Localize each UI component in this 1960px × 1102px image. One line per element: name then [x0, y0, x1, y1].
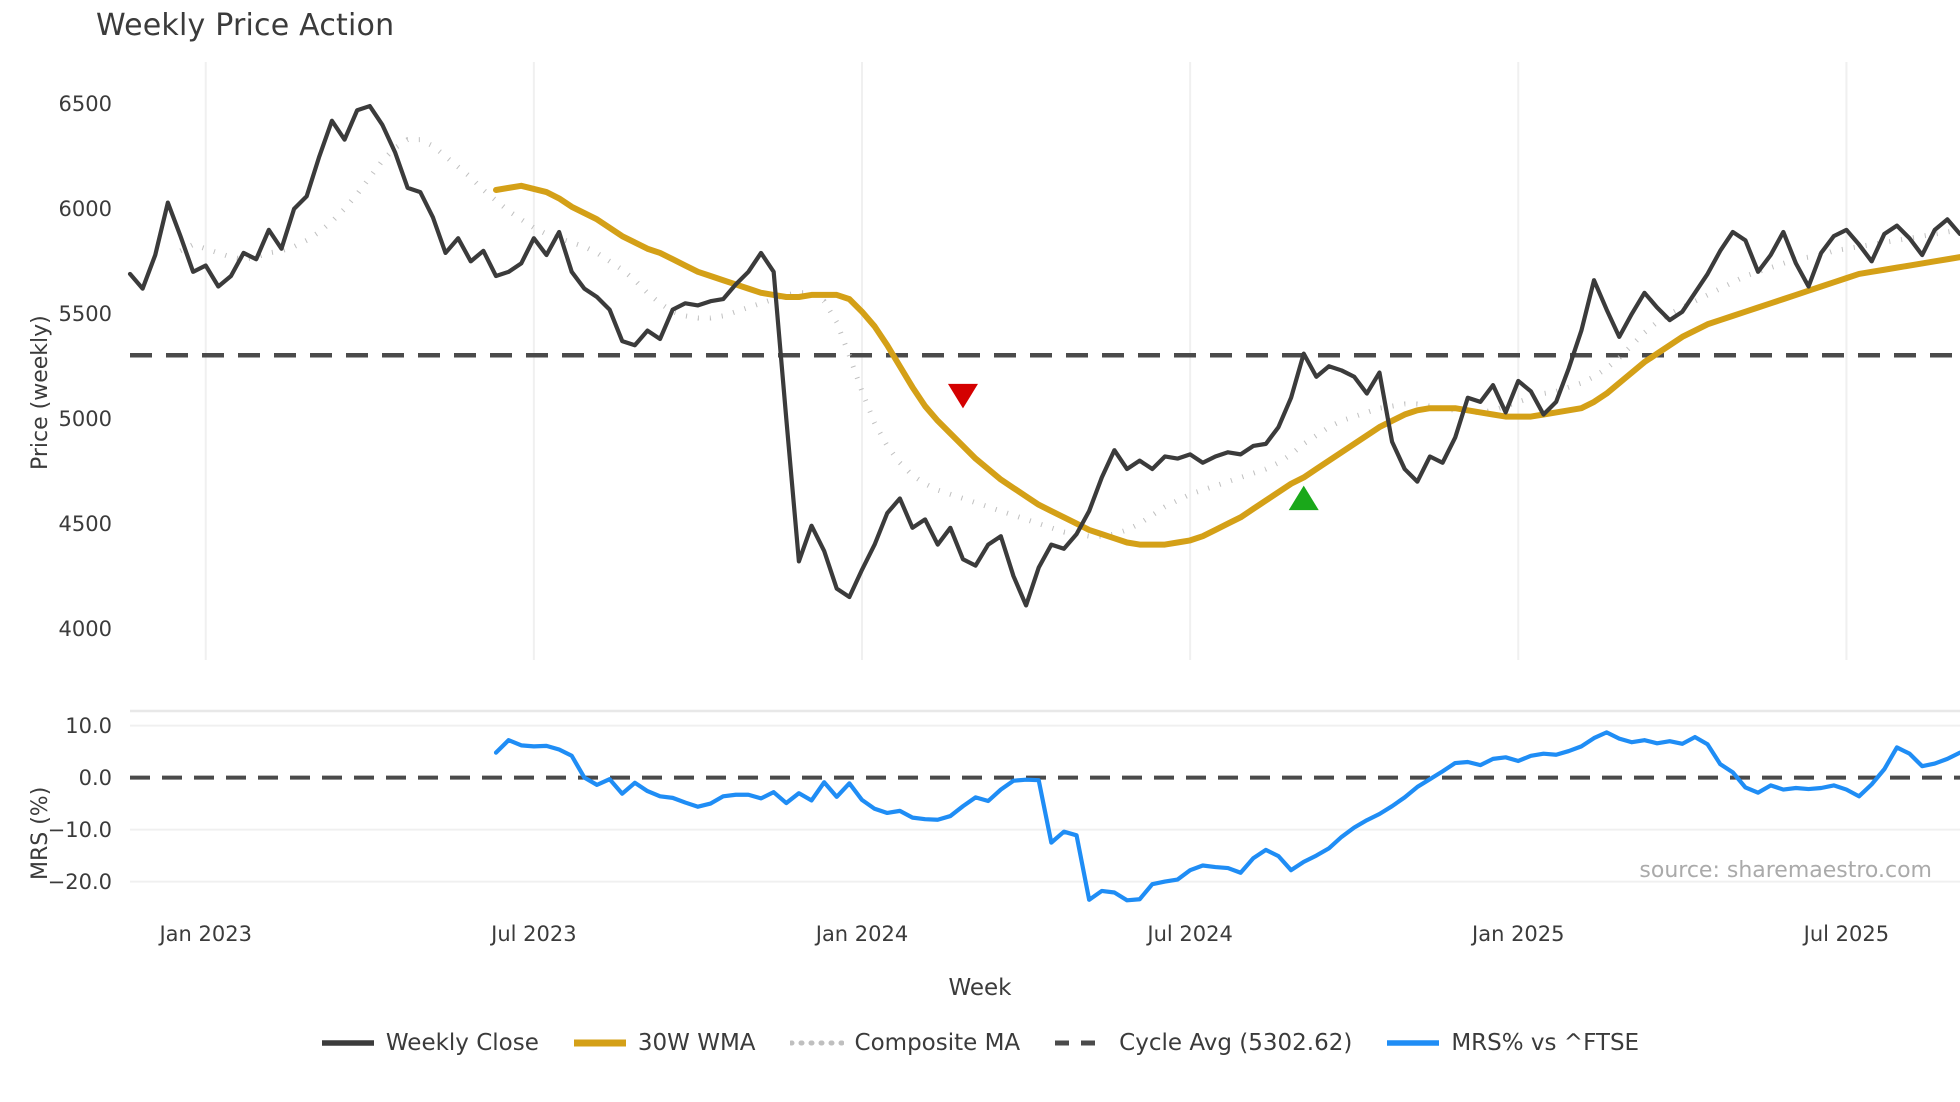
price-y-tick: 6500: [58, 91, 112, 116]
legend-item[interactable]: Composite MA: [789, 1030, 1021, 1056]
x-axis-label: Week: [948, 975, 1012, 1001]
legend-label: MRS% vs ^FTSE: [1451, 1030, 1640, 1056]
wma-line: [493, 182, 1960, 548]
x-tick: Jan 2023: [159, 922, 252, 946]
legend-label: 30W WMA: [637, 1030, 756, 1056]
legend-swatch: [1055, 1040, 1108, 1046]
price-y-tick: 4500: [58, 511, 112, 536]
legend-swatch: [1387, 1040, 1440, 1046]
price-axis-label: Price (weekly): [28, 315, 53, 470]
legend-swatch: [789, 1040, 844, 1046]
legend-label: Weekly Close: [385, 1030, 539, 1056]
price-y-tick: 5500: [58, 301, 112, 326]
legend-swatch: [573, 1039, 626, 1047]
legend-item[interactable]: Weekly Close: [321, 1030, 539, 1056]
x-tick: Jan 2025: [1472, 922, 1565, 946]
weekly-close-line: [127, 103, 1960, 608]
price-y-tick: 6000: [58, 196, 112, 221]
x-tick: Jul 2024: [1147, 922, 1233, 946]
x-tick: Jul 2023: [491, 922, 577, 946]
x-tick: Jan 2024: [815, 922, 909, 946]
legend-label: Cycle Avg (5302.62): [1119, 1030, 1353, 1056]
chart-title: Weekly Price Action: [96, 8, 395, 43]
legend-item[interactable]: 30W WMA: [573, 1030, 756, 1056]
legend-swatch: [321, 1040, 374, 1046]
legend-item[interactable]: MRS% vs ^FTSE: [1386, 1030, 1639, 1056]
price-y-tick: 5000: [58, 406, 112, 431]
source-watermark: source: sharemaestro.com: [1639, 858, 1932, 883]
mrs-y-tick: −10.0: [47, 817, 112, 842]
mrs-line: [493, 730, 1960, 903]
composite-ma-line: [179, 137, 1960, 539]
price-plot: [127, 62, 1960, 660]
x-tick: Jul 2025: [1803, 922, 1890, 946]
mrs-y-tick: 10.0: [65, 713, 112, 738]
buy-signal-marker: [1288, 485, 1319, 511]
legend-item[interactable]: Cycle Avg (5302.62): [1054, 1030, 1352, 1056]
legend-label: Composite MA: [854, 1030, 1021, 1056]
mrs-plot: [130, 709, 1960, 903]
mrs-y-tick: 0.0: [78, 765, 112, 790]
chart-legend: Weekly Close 30W WMA Composite MA Cycle Avg…: [0, 1030, 1960, 1056]
mrs-y-tick: −20.0: [47, 869, 112, 894]
sell-signal-marker: [947, 383, 978, 409]
price-y-tick: 4000: [58, 616, 112, 641]
